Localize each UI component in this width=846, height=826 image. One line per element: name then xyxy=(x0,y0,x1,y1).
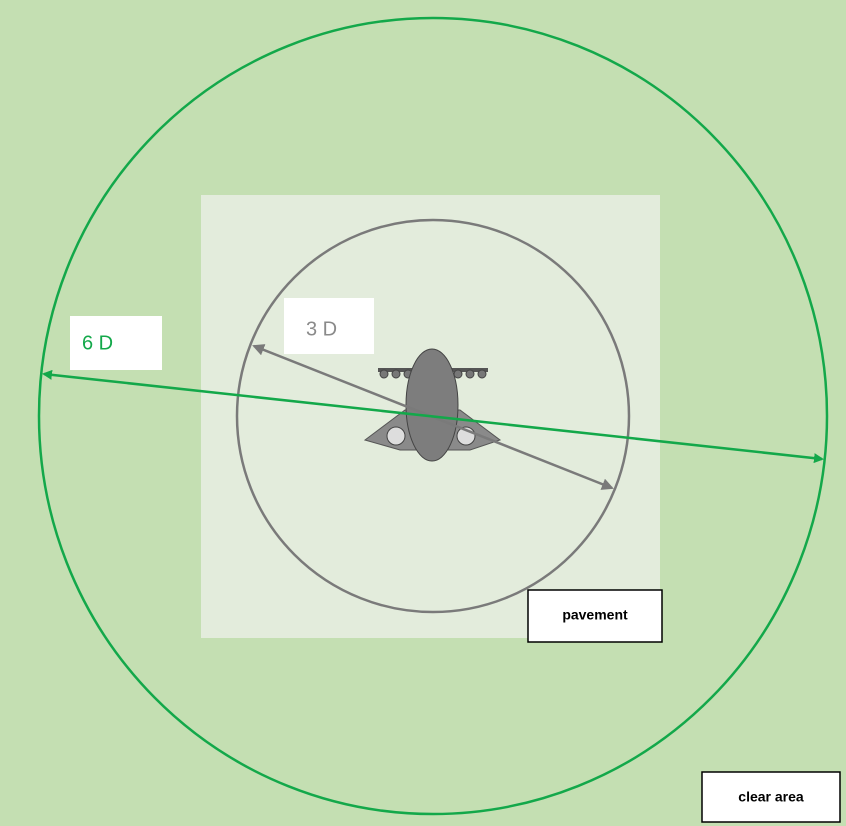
clear-area-label: clear area xyxy=(738,789,804,805)
pavement-label: pavement xyxy=(562,607,628,623)
clear-area-label-box xyxy=(701,771,841,823)
pavement-label-box xyxy=(527,589,663,643)
outer-circle xyxy=(37,16,829,816)
inner-label-box xyxy=(284,298,374,354)
inner-label: 3 D xyxy=(306,318,337,340)
outer-label-box xyxy=(70,316,162,370)
outer-label: 6 D xyxy=(82,332,113,354)
outer-diameter-arrow xyxy=(42,369,824,464)
